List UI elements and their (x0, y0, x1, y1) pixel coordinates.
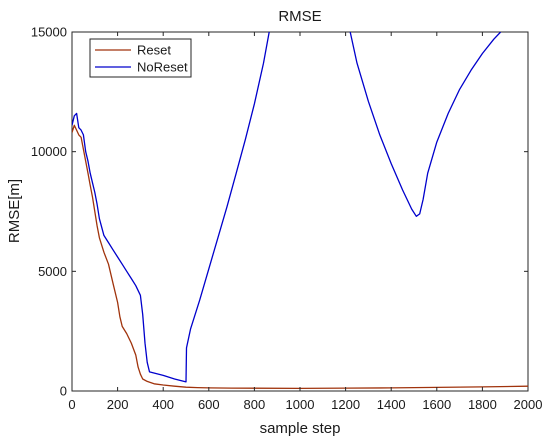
x-tick-label: 1800 (468, 397, 497, 412)
x-tick-label: 400 (152, 397, 174, 412)
x-tick-label: 1400 (377, 397, 406, 412)
y-tick-label: 5000 (38, 264, 67, 279)
x-tick-label: 800 (244, 397, 266, 412)
chart-title: RMSE (278, 8, 321, 25)
y-axis-label: RMSE[m] (6, 179, 23, 243)
x-tick-label: 0 (68, 397, 75, 412)
x-tick-label: 200 (107, 397, 129, 412)
x-tick-label: 1600 (422, 397, 451, 412)
legend-label-reset: Reset (137, 43, 171, 58)
x-axis-label: sample step (260, 420, 341, 437)
x-tick-label: 600 (198, 397, 220, 412)
legend-label-noreset: NoReset (137, 60, 188, 75)
legend-box (89, 38, 192, 78)
y-tick-label: 0 (60, 384, 67, 399)
series-line-reset-0 (72, 124, 528, 390)
y-axis-ticks: 0 5000 10000 15000 (31, 25, 528, 399)
series-line-noreset-2 (349, 32, 502, 217)
x-tick-label: 1200 (331, 397, 360, 412)
x-tick-label: 2000 (514, 397, 543, 412)
legend: Reset NoReset (89, 38, 192, 78)
y-tick-label: 15000 (31, 25, 67, 40)
series-layer (72, 32, 528, 390)
plot-frame (71, 31, 529, 392)
x-tick-label: 1000 (286, 397, 315, 412)
series-line-noreset-1 (72, 32, 270, 383)
x-axis-ticks: 0 200 400 600 800 1000 1200 1400 1600 1800 2000 (68, 32, 542, 412)
y-tick-label: 10000 (31, 144, 67, 159)
